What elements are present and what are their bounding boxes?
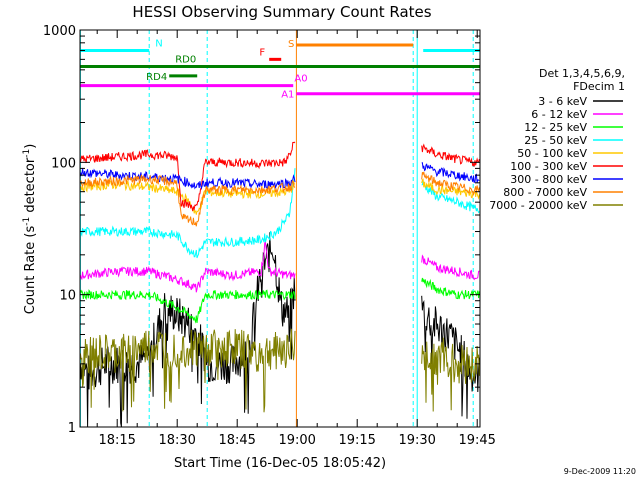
series-line-7 (80, 171, 480, 227)
y-tick-label-2: 100 (51, 156, 76, 171)
y-axis-label-main: Count Rate (s (23, 226, 38, 315)
x-axis-label: Start Time (16-Dec-05 18:05:42) (174, 456, 386, 471)
footer-date: 9-Dec-2009 11:20 (564, 467, 636, 476)
legend-label-8: 7000 - 20000 keV (489, 199, 587, 212)
x-tick-label-6: 19:45 (458, 433, 495, 448)
legend-label-4: 50 - 100 keV (517, 147, 587, 160)
y-axis-label-sup2: -1 (22, 149, 32, 158)
x-tick-label-2: 18:45 (218, 433, 255, 448)
flag-label-rd4: RD4 (146, 72, 167, 83)
x-tick-label-5: 19:30 (398, 433, 435, 448)
legend-label-1: 6 - 12 keV (531, 108, 587, 121)
legend-label-3: 25 - 50 keV (524, 134, 587, 147)
flag-label-a0: A0 (294, 74, 307, 85)
y-axis-label-mid: detector (23, 157, 38, 217)
x-tick-label-1: 18:30 (158, 433, 195, 448)
legend-title-0: Det 1,3,4,5,6,9, (539, 67, 625, 80)
y-axis-label-end: ) (23, 144, 38, 149)
x-tick-label-0: 18:15 (98, 433, 135, 448)
legend-label-5: 100 - 300 keV (510, 160, 587, 173)
series-line-8 (79, 328, 480, 413)
x-tick-label-4: 19:15 (338, 433, 375, 448)
flag-label-rd0: RD0 (175, 54, 196, 65)
flag-label-n: N (155, 38, 162, 49)
flag-label-s: S (288, 39, 294, 50)
series-line-2 (79, 277, 480, 324)
series-line-4 (80, 178, 480, 215)
legend-title-1: FDecim 1 (573, 80, 625, 93)
flag-label-a1: A1 (281, 90, 294, 101)
axes-layer: 1 10 100 1000 18:15 18:30 18:45 19:00 19:15 19:30… (43, 24, 496, 448)
legend-label-7: 800 - 7000 keV (503, 186, 587, 199)
plot-frame (79, 29, 481, 428)
y-tick-label-3: 1000 (43, 24, 76, 39)
y-axis-label: Count Rate (s-1 detector-1) (22, 144, 38, 315)
flag-label-f: F (259, 47, 265, 58)
y-axis-label-sup1: -1 (22, 217, 32, 226)
chart-title: HESSI Observing Summary Count Rates (132, 3, 431, 21)
y-tick-label-0: 1 (68, 421, 76, 436)
series-line-6 (79, 162, 480, 190)
x-tick-label-3: 19:00 (278, 433, 315, 448)
legend-label-0: 3 - 6 keV (538, 95, 587, 108)
series-line-3 (79, 168, 480, 259)
legend-label-2: 12 - 25 keV (524, 121, 587, 134)
series-line-1 (79, 241, 480, 293)
series-line-0 (79, 232, 480, 428)
legend-label-6: 300 - 800 keV (510, 173, 587, 186)
series-line-5 (79, 141, 480, 212)
y-tick-label-1: 10 (59, 289, 76, 304)
